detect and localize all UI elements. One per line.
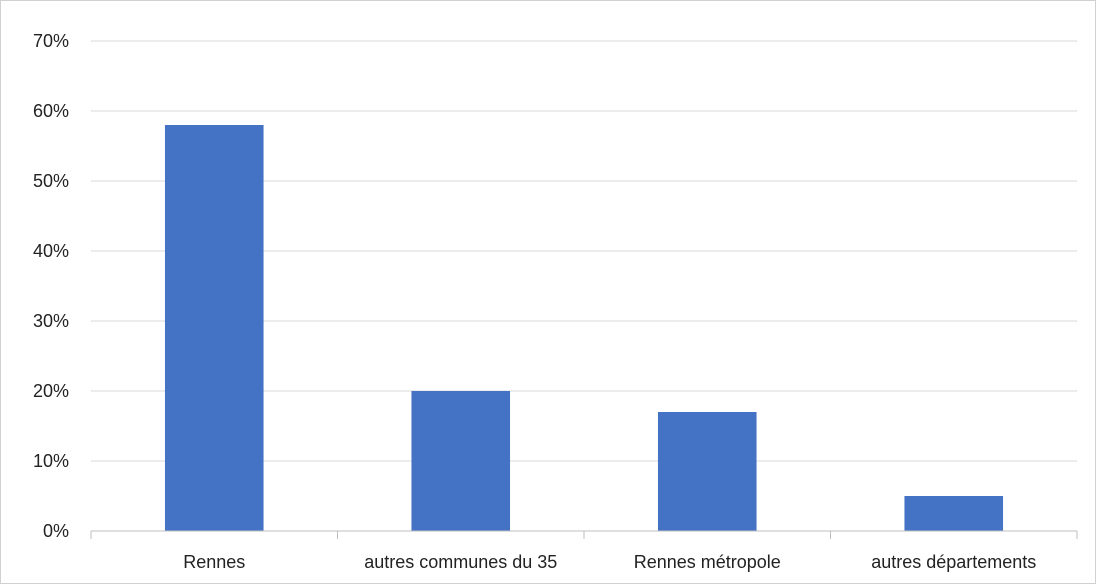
y-tick-label: 50% <box>33 171 69 191</box>
x-category-label: autres communes du 35 <box>364 552 557 572</box>
x-category-label: Rennes <box>183 552 245 572</box>
y-tick-label: 10% <box>33 451 69 471</box>
bar <box>657 412 757 531</box>
x-category-label: autres départements <box>871 552 1036 572</box>
bar <box>164 125 264 531</box>
bars <box>164 125 1004 531</box>
y-tick-label: 20% <box>33 381 69 401</box>
x-category-label: Rennes métropole <box>634 552 781 572</box>
y-tick-label: 0% <box>43 521 69 541</box>
x-axis <box>90 530 1078 539</box>
y-tick-label: 40% <box>33 241 69 261</box>
bar <box>411 391 511 531</box>
x-axis-category-labels: Rennes autres communes du 35 Rennes métrop… <box>183 552 1036 572</box>
y-tick-label: 60% <box>33 101 69 121</box>
y-axis-tick-labels: 0% 10% 20% 30% 40% 50% 60% 70% <box>33 31 69 541</box>
y-tick-label: 30% <box>33 311 69 331</box>
bar <box>904 496 1004 531</box>
y-tick-label: 70% <box>33 31 69 51</box>
